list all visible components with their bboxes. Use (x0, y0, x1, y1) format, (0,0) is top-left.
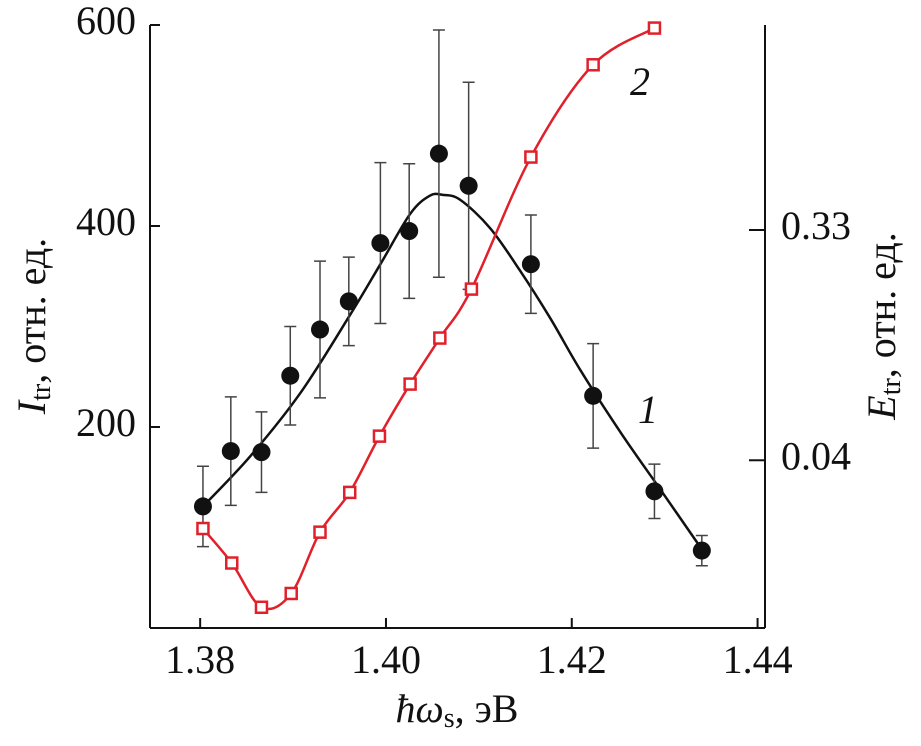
marker (429, 144, 448, 163)
x-tick-label: 1.40 (351, 637, 421, 682)
marker (647, 21, 662, 35)
y2-tick-label: 0.33 (781, 203, 851, 248)
marker (524, 150, 538, 164)
marker (339, 292, 358, 311)
marker (586, 58, 600, 72)
curve-label: 1 (638, 387, 658, 432)
y-tick-label: 200 (76, 400, 136, 445)
curve (202, 192, 704, 552)
marker (193, 497, 212, 516)
x-tick-label: 1.38 (165, 637, 235, 682)
curve (201, 26, 656, 611)
marker (584, 386, 603, 405)
marker (281, 366, 300, 385)
y-axis-label: Itr, отн. ед. (9, 238, 57, 415)
x-tick-label: 1.42 (537, 637, 607, 682)
y2-axis-label-rest: , отн. ед. (859, 232, 904, 378)
marker (311, 320, 330, 339)
marker (313, 525, 327, 539)
marker (521, 255, 540, 274)
marker (433, 331, 447, 345)
y-axis-label-sub: tr (26, 383, 57, 401)
y2-tick-label: 0.04 (781, 433, 851, 478)
x-axis-label: ħωs, эВ (395, 686, 518, 734)
y-tick-label: 400 (76, 199, 136, 244)
marker (372, 429, 387, 443)
marker (692, 541, 711, 560)
marker (284, 586, 298, 601)
marker (645, 482, 664, 501)
y2-axis-label-symbol: E (859, 395, 904, 420)
x-axis-label-sub: s (444, 703, 455, 734)
marker (400, 222, 419, 241)
y2-axis-label: Etr, отн. ед. (859, 232, 907, 420)
curve-label: 2 (630, 59, 650, 104)
marker (225, 556, 239, 570)
x-tick-label: 1.44 (723, 637, 793, 682)
marker (464, 282, 479, 296)
marker (221, 442, 240, 461)
x-axis-label-symbol: ħω (395, 686, 443, 731)
y2-axis-label-sub: tr (876, 378, 907, 396)
y-tick-label: 600 (76, 0, 136, 43)
x-axis-label-rest: , эВ (455, 686, 519, 731)
marker (342, 485, 357, 500)
marker (371, 234, 390, 253)
marker (196, 521, 210, 536)
marker (403, 377, 417, 391)
marker (254, 600, 269, 615)
marker (459, 176, 478, 195)
marker (252, 443, 271, 462)
y-axis-label-rest: , отн. ед. (9, 238, 54, 384)
y-axis-label-symbol: I (9, 399, 54, 415)
